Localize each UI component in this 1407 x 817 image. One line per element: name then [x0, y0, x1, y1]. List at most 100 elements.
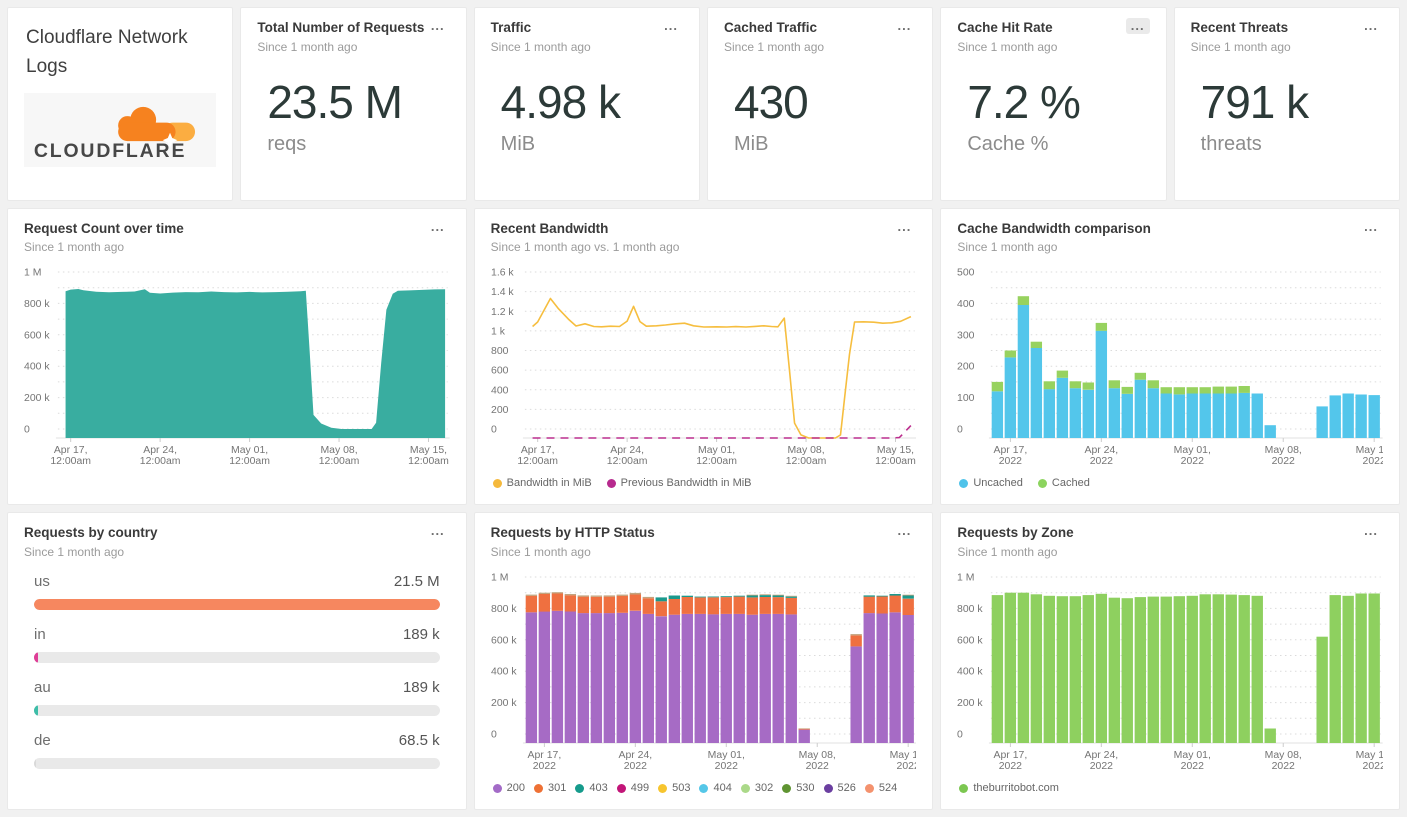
- legend-item[interactable]: theburritobot.com: [959, 782, 1059, 794]
- legend-item[interactable]: 503: [658, 782, 690, 794]
- svg-text:1.2 k: 1.2 k: [491, 307, 514, 318]
- stat-unit: MiB: [733, 133, 769, 156]
- svg-text:Apr 17,: Apr 17,: [54, 445, 88, 456]
- panel-title: Recent Threats: [1190, 20, 1289, 35]
- legend-item[interactable]: 302: [740, 782, 773, 794]
- stat-value: 23.5 M: [267, 75, 403, 128]
- svg-text:Apr 17,: Apr 17,: [520, 445, 554, 456]
- panel-subtitle: Since 1 month ago: [1190, 39, 1291, 54]
- panel-subtitle: Since 1 month ago: [957, 240, 1058, 255]
- svg-text:May 15,: May 15,: [1356, 445, 1383, 456]
- svg-text:100: 100: [957, 393, 975, 404]
- legend-dot-icon: [658, 783, 668, 793]
- svg-text:400 k: 400 k: [491, 667, 517, 678]
- legend-dot-icon: [864, 783, 874, 793]
- legend-dot-icon: [492, 783, 502, 793]
- panel-title: Requests by country: [24, 525, 158, 541]
- svg-text:2022: 2022: [1181, 456, 1204, 467]
- svg-text:2022: 2022: [532, 761, 555, 772]
- country-row: de 68.5 k: [34, 732, 440, 770]
- svg-text:0: 0: [491, 730, 497, 741]
- legend-item[interactable]: 200: [492, 782, 525, 794]
- svg-text:Apr 17,: Apr 17,: [994, 445, 1028, 456]
- svg-text:May 08,: May 08,: [320, 445, 357, 456]
- legend-item[interactable]: 526: [823, 782, 856, 794]
- svg-text:12:00am: 12:00am: [319, 456, 360, 467]
- panel-cache-hit-rate: Cache Hit Rate Since 1 month ago ... 7.2…: [940, 7, 1167, 201]
- legend-item[interactable]: Cached: [1037, 477, 1090, 489]
- svg-text:May 01,: May 01,: [707, 750, 744, 761]
- legend-item[interactable]: 530: [782, 782, 815, 794]
- legend-label: 404: [713, 782, 732, 795]
- legend-item[interactable]: 403: [575, 782, 608, 794]
- svg-text:May 01,: May 01,: [698, 445, 735, 456]
- svg-text:1 M: 1 M: [24, 268, 41, 279]
- country-row: us 21.5 M: [34, 573, 440, 611]
- panel-menu-button[interactable]: ...: [893, 219, 917, 235]
- legend-label: Uncached: [973, 477, 1023, 490]
- legend-item[interactable]: Uncached: [959, 477, 1023, 489]
- chart-legend: Bandwidth in MiB Previous Bandwidth in Mi…: [491, 477, 917, 489]
- legend-dot-icon: [534, 783, 544, 793]
- legend-item[interactable]: 524: [864, 782, 897, 794]
- svg-text:May 15,: May 15,: [1356, 750, 1383, 761]
- svg-text:0: 0: [957, 730, 963, 741]
- logo-flare-icon: [162, 132, 178, 148]
- panel-menu-button[interactable]: ...: [1359, 18, 1383, 34]
- svg-text:May 01,: May 01,: [1174, 750, 1211, 761]
- legend-item[interactable]: 499: [616, 782, 649, 794]
- panel-menu-button[interactable]: ...: [426, 219, 450, 235]
- chart-legend: 200 301 403 499 503 404 302 530 526 524: [491, 782, 917, 794]
- logo-wordmark: CLOUDFLARE: [34, 140, 186, 160]
- legend-dot-icon: [959, 783, 969, 793]
- legend-dot-icon: [1037, 478, 1047, 488]
- panel-title: Cache Hit Rate: [957, 20, 1053, 35]
- svg-text:1 M: 1 M: [957, 573, 974, 584]
- panel-total-requests: Total Number of Requests Since 1 month a…: [240, 7, 467, 201]
- svg-text:800: 800: [491, 346, 509, 357]
- country-value: 68.5 k: [398, 732, 440, 750]
- svg-text:0: 0: [491, 425, 497, 436]
- panel-menu-button[interactable]: ...: [1359, 523, 1383, 539]
- panel-title: Requests by HTTP Status: [490, 525, 655, 541]
- panel-menu-button[interactable]: ...: [893, 523, 917, 539]
- legend-label: Bandwidth in MiB: [506, 477, 592, 490]
- svg-text:400 k: 400 k: [24, 362, 50, 373]
- panel-menu-button[interactable]: ...: [1125, 18, 1150, 34]
- panel-requests-by-http-status: Requests by HTTP Status Since 1 month ag…: [473, 512, 934, 810]
- chart-row-1: Request Count over time Since 1 month ag…: [7, 207, 1401, 506]
- svg-text:0: 0: [24, 425, 30, 436]
- svg-text:800 k: 800 k: [491, 604, 517, 615]
- svg-text:800 k: 800 k: [24, 299, 50, 310]
- panel-menu-button[interactable]: ...: [659, 18, 683, 34]
- legend-item[interactable]: Bandwidth in MiB: [492, 477, 592, 490]
- svg-text:200: 200: [957, 362, 975, 373]
- legend-item[interactable]: 301: [534, 782, 566, 794]
- legend-label: Previous Bandwidth in MiB: [620, 477, 752, 490]
- svg-text:Apr 24,: Apr 24,: [1085, 750, 1119, 761]
- panel-menu-button[interactable]: ...: [426, 523, 450, 539]
- svg-text:May 08,: May 08,: [798, 750, 835, 761]
- legend-item[interactable]: Previous Bandwidth in MiB: [606, 477, 752, 490]
- panel-menu-button[interactable]: ...: [1359, 219, 1383, 235]
- panel-title: Cache Bandwidth comparison: [957, 220, 1151, 236]
- legend-dot-icon: [575, 783, 585, 793]
- legend-label: theburritobot.com: [973, 782, 1059, 795]
- panel-menu-button[interactable]: ...: [426, 18, 450, 34]
- country-row: in 189 k: [34, 626, 440, 664]
- svg-text:2022: 2022: [1363, 761, 1383, 772]
- svg-text:12:00am: 12:00am: [517, 456, 558, 467]
- stat-value: 430: [733, 75, 809, 128]
- panel-menu-button[interactable]: ...: [892, 18, 916, 34]
- country-bar-track: [34, 599, 440, 611]
- country-bar-fill: [34, 599, 440, 611]
- legend-item[interactable]: 404: [699, 782, 732, 795]
- svg-text:600: 600: [491, 366, 509, 377]
- legend-dot-icon: [699, 783, 709, 793]
